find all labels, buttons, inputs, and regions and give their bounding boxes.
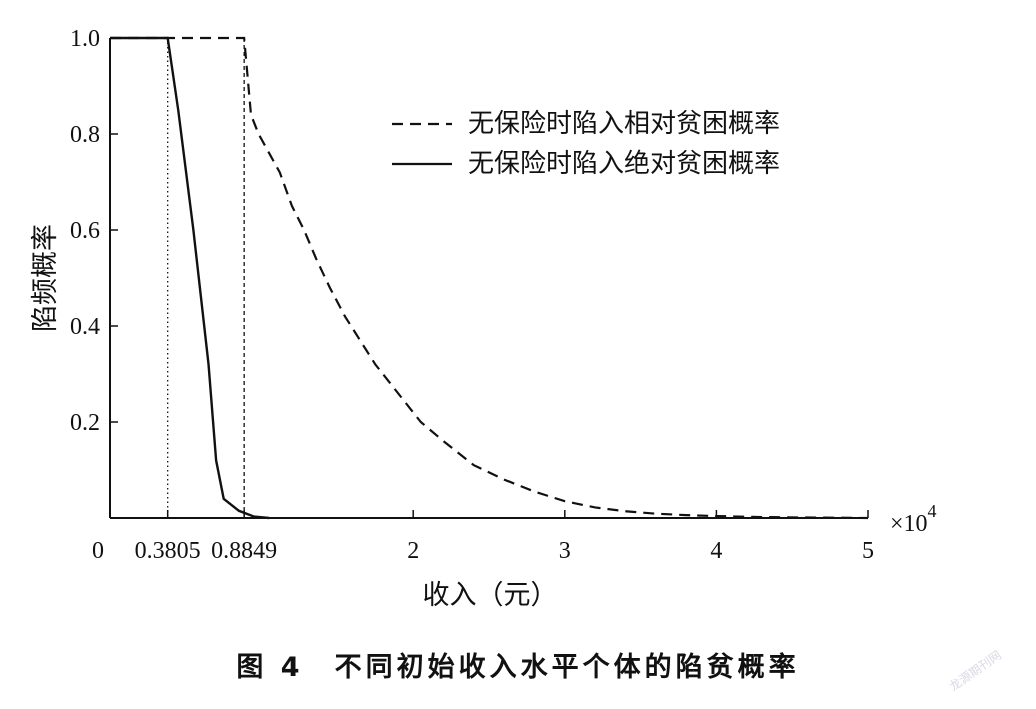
x-tick-label: 3	[559, 538, 571, 564]
x-multiplier-exponent: 4	[928, 501, 937, 521]
y-tick-label: 0.6	[70, 218, 100, 244]
y-axis-label: 陷频概率	[30, 224, 61, 332]
x-axis-label: 收入（元）	[423, 580, 558, 611]
series-layer	[110, 36, 869, 520]
x-tick-label: 0.8849	[211, 538, 277, 564]
chart: 0 0.3805 0.8849 2 3 4 5 0.2 0.4 0.6 0.8 1.0 无保险时陷入相…	[30, 26, 937, 611]
x-tick-label: 4	[710, 538, 722, 564]
figure-caption: 图 4 不同初始收入水平个体的陷贫概率	[236, 652, 800, 683]
series-absolute-poverty-line	[110, 36, 270, 520]
y-tick-label: 1.0	[70, 26, 100, 52]
axes	[109, 38, 868, 519]
legend-label: 无保险时陷入相对贫困概率	[468, 109, 780, 139]
series-relative-poverty-line	[110, 36, 869, 520]
x-tick-label: 2	[407, 538, 419, 564]
x-tick-label: 0.3805	[135, 538, 201, 564]
x-multiplier-base: ×10	[890, 511, 928, 537]
y-tick-label: 0.8	[70, 122, 100, 148]
reference-lines	[167, 38, 245, 518]
x-tick-label: 0	[92, 538, 104, 564]
x-tick-label: 5	[862, 538, 874, 564]
legend-label: 无保险时陷入绝对贫困概率	[468, 149, 780, 179]
y-tick-label: 0.4	[70, 314, 100, 340]
ticks: 0 0.3805 0.8849 2 3 4 5 0.2 0.4 0.6 0.8 1.0	[70, 26, 874, 564]
x-multiplier-label: ×104	[890, 501, 937, 537]
y-tick-label: 0.2	[70, 410, 100, 436]
